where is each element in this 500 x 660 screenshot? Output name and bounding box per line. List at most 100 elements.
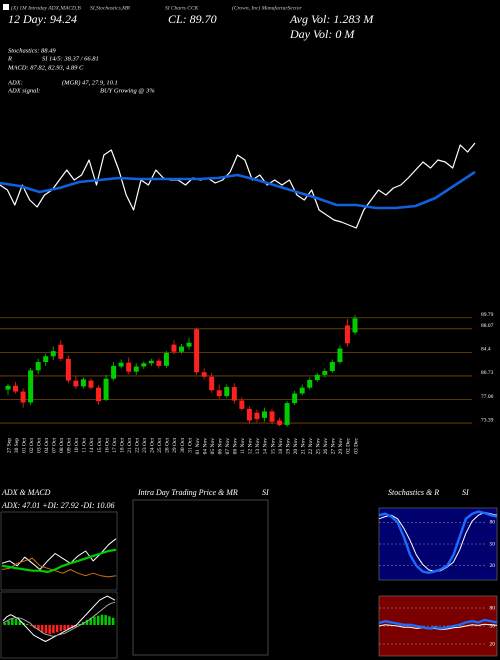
- series-line: [378, 510, 498, 574]
- y-tick-label: 89.79: [481, 312, 494, 318]
- candle-body: [88, 380, 94, 388]
- panel-subtitle: ADX: 47.01 +DI: 27.92 -DI: 10.06: [1, 501, 115, 510]
- panel-title: ADX & MACD: [1, 488, 51, 497]
- candle-body: [179, 346, 184, 352]
- x-tick-label: 08 Oct: [59, 438, 65, 453]
- x-tick-label: 21 Nov: [300, 438, 306, 455]
- candle-body: [314, 374, 320, 380]
- y-tick-label: 50: [490, 623, 496, 629]
- x-tick-label: 03 Dec: [353, 437, 359, 453]
- logo: [3, 4, 9, 10]
- macd-bar: [7, 620, 10, 625]
- x-tick-label: 18 Oct: [119, 438, 125, 453]
- candle-body: [80, 379, 86, 387]
- candle-body: [96, 387, 102, 402]
- header-label: SI Charts CCK: [165, 5, 199, 11]
- candle-body: [322, 371, 328, 375]
- candle-body: [344, 325, 350, 344]
- macd-bar: [63, 625, 66, 631]
- macd-bar: [100, 614, 104, 625]
- macd-bar: [18, 620, 22, 625]
- macd-bar: [52, 625, 55, 634]
- intraday-panel: [132, 499, 269, 656]
- x-tick-label: 03 Oct: [36, 438, 42, 453]
- candle-body: [216, 390, 222, 397]
- candle-body: [299, 387, 305, 394]
- info: BUY Growing @ 3%: [100, 87, 155, 94]
- candle-body: [43, 356, 49, 363]
- candle-body: [118, 362, 124, 367]
- macd-bar: [67, 625, 70, 630]
- x-tick-label: 25 Nov: [316, 438, 322, 455]
- candle-body: [352, 318, 358, 333]
- y-tick-label: 50: [490, 541, 496, 547]
- x-tick-label: 23 Oct: [142, 438, 148, 453]
- x-tick-label: 25 Oct: [157, 438, 163, 453]
- x-tick-label: 22 Oct: [135, 438, 141, 453]
- y-tick-label: 80.73: [481, 370, 494, 376]
- candle-body: [337, 348, 343, 363]
- y-tick-label: 20: [490, 563, 496, 569]
- panel-frame: [0, 511, 118, 591]
- candle-body: [261, 411, 267, 418]
- x-tick-label: 05 Nov: [210, 438, 216, 455]
- candle-body: [103, 378, 109, 400]
- info: Stochastics: 88.49: [8, 47, 56, 54]
- candle-body: [292, 393, 298, 404]
- y-tick-label: 77.06: [481, 394, 494, 400]
- x-tick-label: 16 Oct: [104, 438, 110, 453]
- candle-body: [277, 420, 283, 425]
- info: R: [7, 55, 12, 62]
- x-tick-label: 30 Oct: [180, 438, 186, 453]
- x-tick-label: 15 Nov: [270, 438, 276, 455]
- y-tick-label: 88.07: [481, 323, 494, 329]
- x-tick-label: 24 Oct: [150, 438, 156, 453]
- x-tick-label: 30 Sep: [14, 438, 20, 453]
- candle-body: [73, 380, 79, 387]
- candle-body: [50, 351, 56, 357]
- candle-body: [201, 372, 207, 377]
- x-tick-label: 17 Oct: [112, 438, 118, 453]
- x-tick-label: 15 Oct: [97, 438, 103, 453]
- macd-bar: [111, 617, 115, 625]
- y-tick-label: 20: [490, 641, 496, 647]
- candle-body: [126, 362, 132, 372]
- day12: 12 Day: 94.24: [8, 12, 77, 26]
- candle-body: [65, 358, 71, 381]
- panel-title: SI: [262, 488, 269, 497]
- series-line: [2, 601, 116, 637]
- macd-bar: [29, 625, 33, 627]
- macd-bar: [104, 615, 107, 625]
- x-tick-label: 02 Dec: [346, 437, 352, 453]
- x-tick-label: 27 Sep: [6, 438, 12, 453]
- macd-bar: [14, 618, 18, 625]
- series-line: [1, 538, 117, 570]
- panel-title: Intra Day Trading Price & MR: [137, 488, 238, 497]
- header-label: SI,Stochastics,MR: [90, 5, 131, 11]
- x-tick-label: 06 Nov: [217, 438, 223, 455]
- candle-body: [148, 360, 154, 364]
- macd-bar: [37, 625, 40, 631]
- macd-bar: [85, 619, 89, 625]
- x-tick-label: 28 Oct: [165, 438, 171, 453]
- info: ADX signal:: [7, 87, 40, 94]
- panel-frame: [0, 591, 118, 659]
- x-tick-label: 07 Nov: [225, 438, 231, 455]
- x-tick-label: 01 Nov: [195, 438, 201, 455]
- x-tick-label: 01 Oct: [21, 438, 27, 453]
- y-tick-label: 80: [490, 605, 496, 611]
- candle-body: [5, 385, 11, 390]
- x-tick-label: 08 Nov: [233, 438, 239, 455]
- x-tick-label: 04 Oct: [44, 438, 50, 453]
- x-tick-label: 27 Nov: [331, 438, 337, 455]
- candle-body: [329, 362, 335, 371]
- macd-bar: [108, 616, 111, 625]
- macd-bar: [93, 616, 96, 625]
- x-tick-label: 18 Nov: [278, 438, 284, 455]
- info: ADX:: [7, 79, 23, 86]
- header-label: (Crown, Inc) ManufacturSector: [232, 4, 302, 11]
- series-line: [1, 557, 117, 578]
- macd-bar: [74, 625, 78, 628]
- candle-body: [231, 387, 237, 401]
